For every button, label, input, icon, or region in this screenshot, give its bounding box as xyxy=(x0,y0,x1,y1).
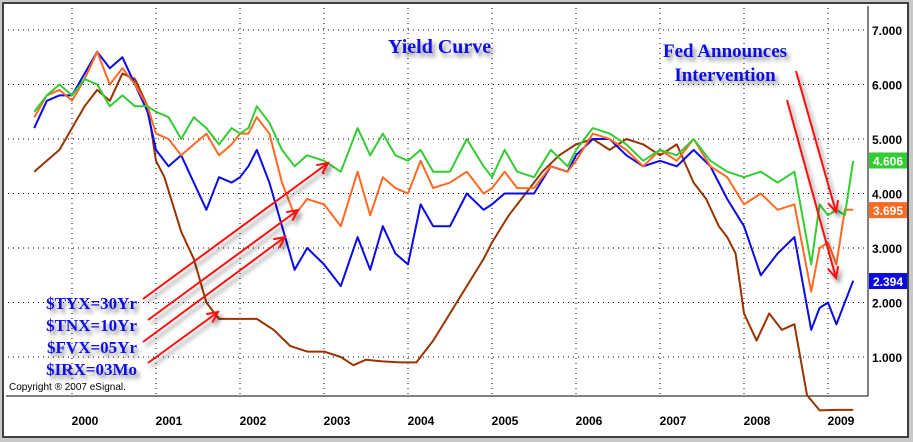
x-tick-label: 2008 xyxy=(744,414,771,428)
gridlines xyxy=(8,8,866,396)
legend-item-irx: $IRX=03Mo xyxy=(46,360,137,379)
y-tick-label: 6.000 xyxy=(872,79,902,93)
y-tick-label: 2.000 xyxy=(872,297,902,311)
x-tick-label: 2007 xyxy=(660,414,687,428)
x-tick-label: 2002 xyxy=(240,414,267,428)
x-tick-label: 2004 xyxy=(408,414,435,428)
x-tick-label: 2005 xyxy=(492,414,519,428)
series-line-tnxyr xyxy=(33,50,854,293)
y-axis-labels: 7.000 6.000 5.000 4.000 3.000 2.000 1.000 xyxy=(872,24,902,365)
series-line-fvxyr xyxy=(33,50,855,331)
x-axis-labels: 2000 2001 2002 2003 2004 2005 2006 2007 2008 2009 xyxy=(72,414,855,428)
y-tick-label: 5.000 xyxy=(872,133,902,147)
chart-panel xyxy=(2,2,909,438)
callout-line-2: Intervention xyxy=(674,65,776,86)
price-tag xyxy=(869,152,907,169)
legend-item-tnx: $TNX=10Yr xyxy=(46,316,137,335)
y-tick-label: 1.000 xyxy=(872,351,902,365)
price-tag-value: 3.695 xyxy=(873,204,903,218)
series-line-tyxyr xyxy=(33,78,855,266)
y-tick-label: 3.000 xyxy=(872,242,902,256)
annotation-arrows xyxy=(142,70,840,364)
price-tag-value: 4.606 xyxy=(873,154,903,168)
price-tag xyxy=(869,202,907,219)
y-tick-label: 7.000 xyxy=(872,24,902,38)
copyright-text: Copyright ® 2007 eSignal. xyxy=(9,382,126,393)
legend-item-fvx: $FVX=05Yr xyxy=(47,338,137,357)
price-tag-value: 2.394 xyxy=(873,275,903,289)
legend: $TYX=30Yr $TNX=10Yr $FVX=05Yr $IRX=03Mo xyxy=(46,294,137,379)
y-tick-label: 4.000 xyxy=(872,188,902,202)
x-tick-label: 2009 xyxy=(828,414,855,428)
price-tag xyxy=(869,273,907,290)
x-tick-label: 2000 xyxy=(72,414,99,428)
x-tick-label: 2003 xyxy=(324,414,351,428)
series-lines xyxy=(33,50,855,412)
legend-item-tyx: $TYX=30Yr xyxy=(46,294,137,313)
chart-title: Yield Curve xyxy=(388,36,491,58)
callout-line-1: Fed Announces xyxy=(663,41,787,62)
price-tags: 4.606 3.695 2.394 xyxy=(869,152,907,290)
x-tick-label: 2006 xyxy=(576,414,603,428)
x-tick-label: 2001 xyxy=(156,414,183,428)
series-line-irxmo xyxy=(33,72,854,412)
